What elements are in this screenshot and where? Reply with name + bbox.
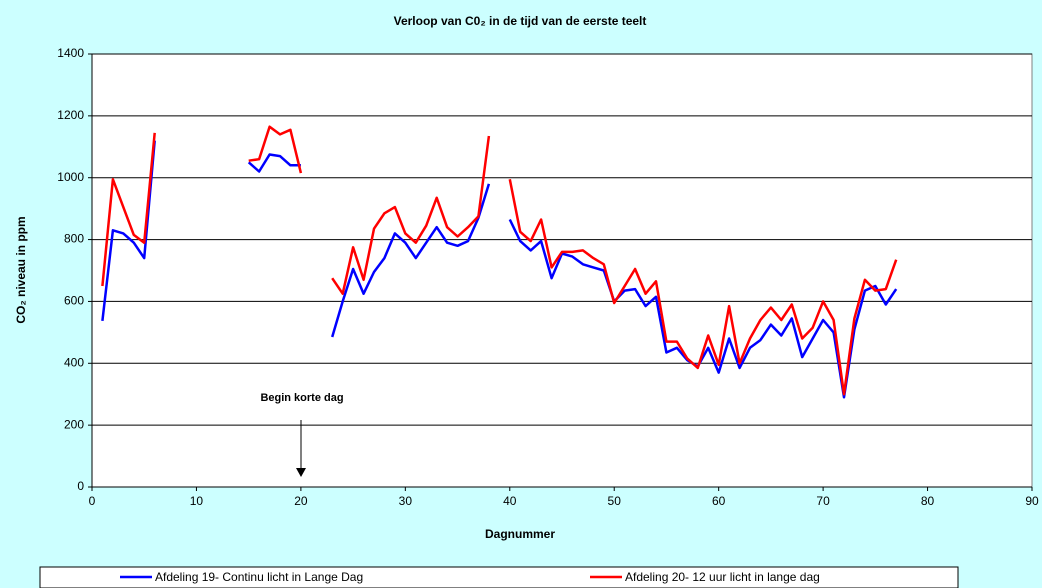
x-axis-label: Dagnummer — [485, 527, 555, 541]
series-line — [101, 125, 898, 396]
y-tick-label: 800 — [64, 232, 84, 246]
arrow-head — [296, 468, 306, 477]
x-tick-label: 30 — [399, 494, 413, 508]
series-line — [101, 140, 898, 399]
x-tick-label: 70 — [816, 494, 830, 508]
y-tick-label: 400 — [64, 355, 84, 369]
legend — [39, 566, 959, 588]
y-tick-label: 1400 — [57, 46, 84, 60]
x-tick-label: 20 — [294, 494, 308, 508]
legend-label: Afdeling 19- Continu licht in Lange Dag — [155, 570, 363, 584]
plot-area — [91, 53, 1033, 488]
x-tick-label: 40 — [503, 494, 517, 508]
y-tick-label: 1200 — [57, 108, 84, 122]
y-tick-label: 0 — [77, 479, 84, 493]
y-axis-label: CO₂ niveau in ppm — [14, 216, 28, 323]
x-tick-label: 90 — [1025, 494, 1039, 508]
x-tick-label: 60 — [712, 494, 726, 508]
x-tick-label: 10 — [190, 494, 204, 508]
x-tick-label: 0 — [89, 494, 96, 508]
x-tick-label: 50 — [608, 494, 622, 508]
x-tick-label: 80 — [921, 494, 935, 508]
chart-title: Verloop van C0₂ in de tijd van de eerste… — [394, 14, 647, 28]
y-tick-label: 200 — [64, 417, 84, 431]
y-tick-label: 1000 — [57, 170, 84, 184]
legend-label: Afdeling 20- 12 uur licht in lange dag — [625, 570, 820, 584]
annotation: Begin korte dag — [260, 392, 343, 404]
y-tick-label: 600 — [64, 294, 84, 308]
